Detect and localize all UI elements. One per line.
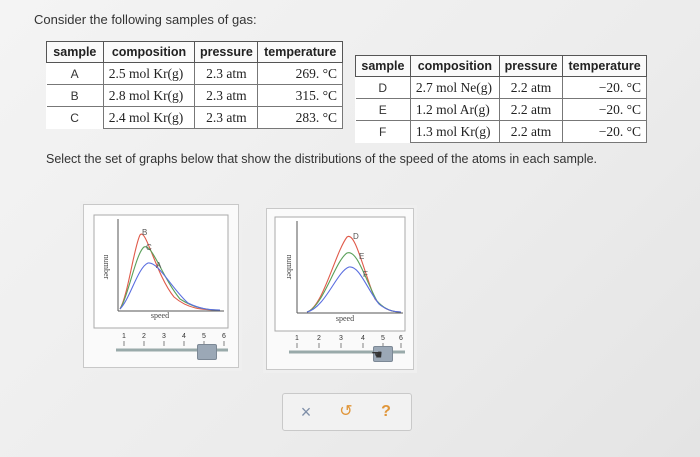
composition-cell: 2.5 mol Kr(g) [102,62,196,85]
slider-tick: 3 [339,335,343,342]
sample-id: C [46,106,104,129]
composition-cell: 2.8 mol Kr(g) [102,84,196,107]
sample-id: D [355,76,411,99]
slider-tick: 2 [142,333,146,340]
curve-a [119,262,221,311]
curve-label-e: E [359,252,364,261]
help-icon[interactable]: ? [381,403,391,420]
curve-f [306,266,402,313]
table-row: C 2.4 mol Kr(g) 2.3 atm 283. °C [46,106,343,129]
x-axis-label: speed [151,311,169,320]
slider-handle[interactable] [373,346,393,362]
curve-label-c: C [146,243,152,252]
temperature-cell: 269. °C [257,62,343,85]
slider-tick-marks [296,343,402,348]
composition-cell: 2.4 mol Kr(g) [102,106,196,129]
slider-tick: 5 [381,335,385,342]
sample-id: F [355,120,411,143]
slider-tick-marks [123,341,225,346]
pressure-cell: 2.2 atm [498,76,564,99]
header-composition: composition [409,55,500,77]
sample-id: E [355,98,411,121]
slider-tick: 6 [399,335,403,342]
question-intro: Consider the following samples of gas: [34,12,257,27]
temperature-cell: −20. °C [562,76,647,99]
table-row: B 2.8 mol Kr(g) 2.3 atm 315. °C [46,84,343,107]
pressure-cell: 2.2 atm [498,98,564,121]
pressure-cell: 2.3 atm [194,106,259,129]
y-axis-label: number [285,255,294,280]
slider-tick: 1 [295,335,299,342]
answer-toolbar: × ↺ ? [282,393,412,431]
table-row: A 2.5 mol Kr(g) 2.3 atm 269. °C [46,62,343,85]
slider-ticks: 1 2 3 4 5 6 [295,335,403,342]
slider-tick: 6 [222,333,226,340]
curve-label-b: B [142,228,147,237]
header-pressure: pressure [498,55,564,77]
table-row: F 1.3 mol Kr(g) 2.2 atm −20. °C [355,120,647,143]
distribution-graph-2: number D E F speed 1 2 3 4 5 6 [274,216,406,354]
clear-icon[interactable]: × [300,402,312,422]
samples-table-left: sample composition pressure temperature … [46,41,343,129]
samples-table-right: sample composition pressure temperature … [355,55,647,143]
header-sample: sample [355,55,411,77]
slider-tick: 2 [317,335,321,342]
table-row: D 2.7 mol Ne(g) 2.2 atm −20. °C [355,76,647,99]
header-sample: sample [46,41,104,63]
x-axis-label: speed [336,314,354,323]
header-temperature: temperature [257,41,343,63]
slider-handle[interactable] [197,344,217,360]
distribution-graph-1: number B C A speed 1 2 3 4 5 6 [93,214,229,352]
slider-tick: 1 [122,333,126,340]
curve-label-d: D [353,232,359,241]
graph-option-1[interactable]: number B C A speed 1 2 3 4 5 6 [83,204,239,368]
curve-label-f: F [363,270,368,279]
composition-cell: 1.3 mol Kr(g) [409,120,500,143]
slider-tick: 3 [162,333,166,340]
pressure-cell: 2.3 atm [194,84,259,107]
slider-tick: 4 [182,333,186,340]
pressure-cell: 2.3 atm [194,62,259,85]
temperature-cell: −20. °C [562,120,647,143]
header-temperature: temperature [562,55,647,77]
header-composition: composition [102,41,196,63]
question-instruction: Select the set of graphs below that show… [46,152,598,166]
y-axis-label: number [102,255,111,280]
sample-id: B [46,84,104,107]
slider-tick: 5 [202,333,206,340]
pressure-cell: 2.2 atm [498,120,564,143]
temperature-cell: 315. °C [257,84,343,107]
temperature-cell: −20. °C [562,98,647,121]
slider-tick: 4 [361,335,365,342]
temperature-cell: 283. °C [257,106,343,129]
composition-cell: 1.2 mol Ar(g) [409,98,500,121]
hand-cursor-icon: ☚ [371,347,383,362]
table-row: E 1.2 mol Ar(g) 2.2 atm −20. °C [355,98,647,121]
header-pressure: pressure [194,41,259,63]
composition-cell: 2.7 mol Ne(g) [409,76,500,99]
undo-icon[interactable]: ↺ [339,403,353,420]
curve-label-a: A [156,261,162,270]
graph-option-2[interactable]: number D E F speed 1 2 3 4 5 6 ☚ [266,208,414,370]
slider-ticks: 1 2 3 4 5 6 [122,333,226,340]
sample-id: A [46,62,104,85]
